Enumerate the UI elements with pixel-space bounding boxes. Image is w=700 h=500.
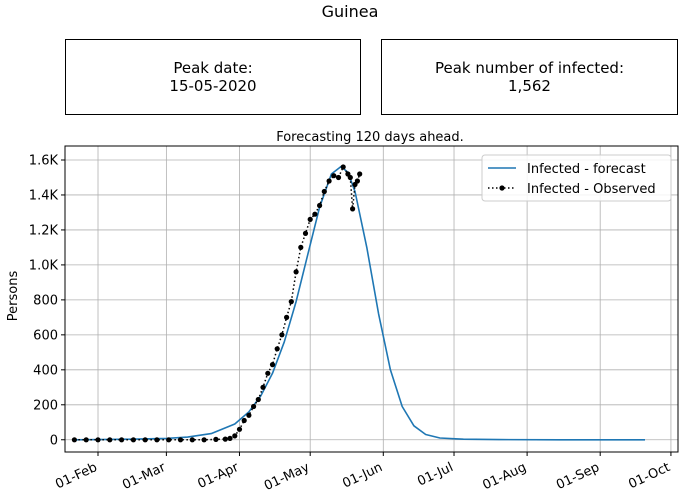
x-tick-label: 01-Oct (626, 460, 672, 492)
y-tick-label: 0 (50, 433, 58, 448)
x-tick-label: 01-Jun (340, 460, 385, 491)
legend-box (481, 154, 672, 202)
observed-point (95, 437, 101, 443)
y-tick-label: 1.4K (29, 188, 59, 203)
observed-point (298, 244, 304, 250)
y-tick-label: 600 (33, 328, 58, 343)
chart-title: Forecasting 120 days ahead. (276, 130, 464, 145)
observed-point (251, 403, 257, 410)
y-tick-label: 1.6K (29, 153, 59, 168)
observed-point (307, 216, 313, 222)
observed-point (83, 437, 89, 443)
observed-point (154, 437, 160, 443)
x-tick-label: 01-Mar (120, 460, 168, 493)
observed-line (74, 165, 361, 441)
legend-forecast-label: Infected - forecast (527, 162, 646, 177)
observed-point (293, 269, 299, 275)
y-axis-label: Persons (6, 271, 21, 322)
observed-point (350, 206, 356, 212)
observed-point (335, 174, 342, 181)
observed-point (142, 437, 148, 443)
plot-frame (64, 145, 679, 453)
peak-infected-value: 1,562 (508, 77, 551, 95)
observed-point (236, 426, 243, 432)
y-tick-label: 1.2K (29, 223, 59, 238)
forecast-line (74, 165, 645, 441)
peak-date-label: Peak date: (173, 59, 253, 77)
observed-point (265, 370, 271, 376)
observed-point (71, 437, 77, 443)
series-layer (71, 164, 645, 443)
observed-point (288, 299, 294, 305)
peak-infected-box: Peak number of infected: 1,562 (381, 39, 678, 115)
observed-point (222, 436, 228, 442)
y-tick-label: 400 (33, 363, 58, 378)
observed-point (317, 202, 323, 209)
observed-point (119, 437, 125, 443)
observed-point (354, 178, 360, 184)
observed-point (227, 435, 233, 441)
observed-point (302, 230, 309, 236)
observed-point (213, 436, 219, 442)
observed-point (260, 384, 266, 390)
observed-point (347, 174, 353, 181)
observed-point (312, 211, 318, 217)
observed-point (189, 437, 195, 443)
x-tick-label: 01-Jul (415, 460, 455, 490)
observed-point (107, 437, 113, 443)
observed-point (201, 437, 207, 443)
observed-point (177, 437, 184, 443)
x-tick-label: 01-Aug (480, 460, 528, 493)
y-tick-label: 800 (33, 293, 58, 308)
axes: 0 200 400 600 800 1.0K 1.2K 1.4K 1.6K 01-Feb 01-Ma… (29, 153, 673, 493)
observed-point (241, 417, 247, 424)
x-tick-label: 01-May (262, 460, 312, 494)
x-tick-label: 01-Feb (53, 460, 99, 492)
observed-point (284, 314, 290, 320)
legend-observed-label: Infected - Observed (527, 182, 656, 197)
observed-point (232, 433, 238, 439)
observed-point (326, 178, 332, 184)
observed-point (279, 332, 285, 338)
observed-point (321, 188, 327, 195)
legend-observed-marker (499, 185, 505, 191)
observed-point (255, 396, 261, 403)
peak-date-value: 15-05-2020 (169, 77, 257, 95)
observed-point (246, 412, 252, 418)
observed-point (269, 362, 276, 368)
y-tick-label: 200 (33, 398, 58, 413)
x-tick-label: 01-Apr (195, 460, 241, 492)
peak-infected-label: Peak number of infected: (434, 59, 625, 77)
observed-point (274, 346, 280, 352)
observed-point (357, 171, 363, 177)
figure-title: Guinea (321, 2, 379, 21)
observed-point (166, 437, 172, 443)
x-tick-label: 01-Sep (554, 460, 602, 493)
peak-date-box: Peak date: 15-05-2020 (65, 39, 361, 115)
observed-point (331, 173, 337, 179)
observed-point (340, 164, 346, 170)
observed-point (130, 437, 136, 443)
y-tick-label: 1.0K (29, 258, 59, 273)
legend: Infected - forecast Infected - Observed (481, 154, 672, 202)
